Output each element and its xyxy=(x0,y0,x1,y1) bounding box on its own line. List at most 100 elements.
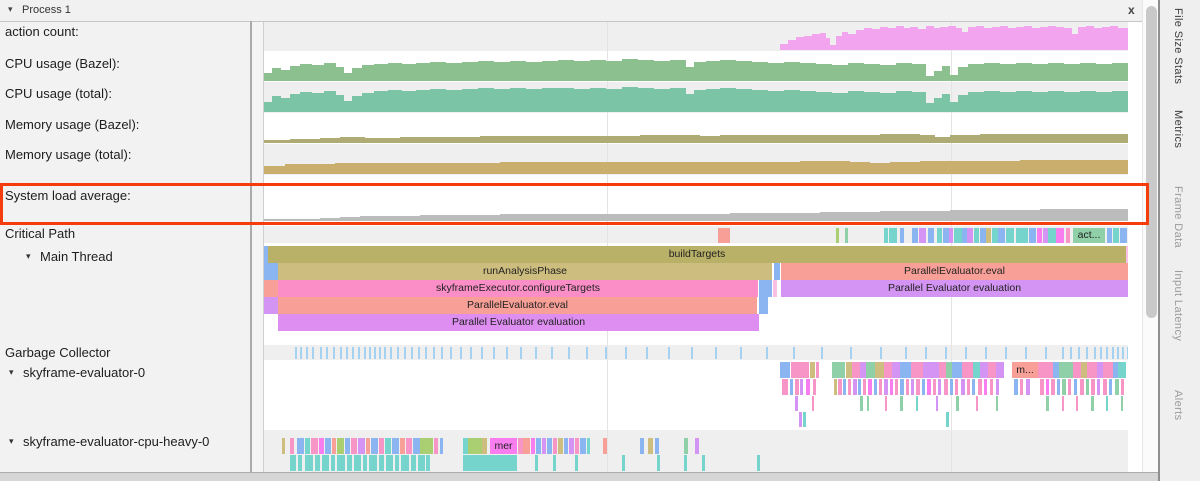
skyframe-evaluator-0-slice[interactable] xyxy=(810,362,815,378)
skyframe-evaluator-0-slice[interactable] xyxy=(1081,362,1087,378)
collapse-arrow-icon[interactable]: ▾ xyxy=(9,367,14,377)
critical-path-slice[interactable] xyxy=(967,228,973,243)
skyframe-evaluator-0-slice[interactable] xyxy=(967,379,970,395)
garbage-collector-event-tick[interactable] xyxy=(470,347,472,359)
skyframe-evaluator-0-slice[interactable] xyxy=(1121,379,1124,395)
skyframe-evaluator-cpu-heavy-0-slice[interactable] xyxy=(702,455,705,471)
skyframe-evaluator-0-slice[interactable] xyxy=(933,379,936,395)
skyframe-evaluator-cpu-heavy-0-slice[interactable]: mer xyxy=(490,438,517,454)
skyframe-evaluator-0-slice[interactable] xyxy=(868,379,872,395)
skyframe-evaluator-cpu-heavy-0-slice[interactable] xyxy=(315,455,320,471)
garbage-collector-event-tick[interactable] xyxy=(1127,347,1128,359)
skyframe-evaluator-cpu-heavy-0-slice[interactable] xyxy=(558,438,563,454)
tab-frame-data[interactable]: Frame Data xyxy=(1172,186,1184,249)
skyframe-evaluator-0-slice[interactable] xyxy=(1057,379,1060,395)
skyframe-evaluator-0-slice[interactable] xyxy=(944,379,948,395)
garbage-collector-event-tick[interactable] xyxy=(379,347,381,359)
skyframe-evaluator-cpu-heavy-0-slice[interactable] xyxy=(695,438,699,454)
critical-path-slice[interactable] xyxy=(1056,228,1064,243)
main-thread-slice[interactable]: skyframeExecutor.configureTargets xyxy=(278,280,758,297)
skyframe-evaluator-0-slice[interactable] xyxy=(1062,379,1066,395)
skyframe-evaluator-cpu-heavy-0-slice[interactable] xyxy=(684,438,688,454)
skyframe-evaluator-0-slice[interactable] xyxy=(890,379,893,395)
process-collapse-icon[interactable]: ▾ xyxy=(8,4,13,14)
skyframe-evaluator-cpu-heavy-0-slice[interactable] xyxy=(622,455,625,471)
garbage-collector-event-tick[interactable] xyxy=(333,347,335,359)
garbage-collector-event-tick[interactable] xyxy=(945,347,947,359)
label-chart-divider[interactable] xyxy=(250,21,252,472)
critical-path-slice[interactable] xyxy=(998,228,1005,243)
skyframe-evaluator-0-slice[interactable] xyxy=(892,362,900,378)
skyframe-evaluator-cpu-heavy-0-slice[interactable] xyxy=(395,455,399,471)
skyframe-evaluator-cpu-heavy-0-slice[interactable] xyxy=(325,438,331,454)
main-thread-slice[interactable]: buildTargets xyxy=(268,246,1126,263)
skyframe-evaluator-0-slice[interactable] xyxy=(906,379,909,395)
skyframe-evaluator-0-slice[interactable] xyxy=(978,379,982,395)
skyframe-evaluator-cpu-heavy-0-slice[interactable] xyxy=(337,438,344,454)
skyframe-evaluator-0-slice[interactable] xyxy=(984,379,987,395)
skyframe-evaluator-cpu-heavy-0-slice[interactable] xyxy=(345,438,350,454)
skyframe-evaluator-cpu-heavy-0-slice[interactable] xyxy=(305,438,310,454)
skyframe-evaluator-cpu-heavy-0-slice[interactable] xyxy=(371,438,378,454)
garbage-collector-event-tick[interactable] xyxy=(551,347,553,359)
skyframe-evaluator-0-slice[interactable] xyxy=(780,362,790,378)
garbage-collector-event-tick[interactable] xyxy=(1078,347,1080,359)
skyframe-evaluator-cpu-heavy-0-slice[interactable] xyxy=(564,438,568,454)
skyframe-evaluator-0-slice[interactable] xyxy=(795,379,799,395)
skyframe-evaluator-0-slice[interactable] xyxy=(1080,379,1084,395)
collapse-arrow-icon[interactable]: ▾ xyxy=(26,251,31,261)
vertical-scrollbar[interactable] xyxy=(1142,0,1158,472)
tab-metrics[interactable]: Metrics xyxy=(1172,110,1184,149)
skyframe-evaluator-0-slice[interactable] xyxy=(1091,396,1094,411)
skyframe-evaluator-0-slice[interactable] xyxy=(1046,379,1049,395)
skyframe-evaluator-cpu-heavy-0-slice[interactable] xyxy=(657,455,660,471)
skyframe-evaluator-0-slice[interactable] xyxy=(900,362,911,378)
critical-path-slice[interactable] xyxy=(900,228,904,243)
skyframe-evaluator-0-slice[interactable] xyxy=(950,379,953,395)
garbage-collector-event-tick[interactable] xyxy=(1070,347,1072,359)
garbage-collector-event-tick[interactable] xyxy=(320,347,322,359)
skyframe-evaluator-0-slice[interactable] xyxy=(791,362,809,378)
skyframe-evaluator-0-slice[interactable] xyxy=(916,396,918,411)
garbage-collector-event-tick[interactable] xyxy=(1025,347,1027,359)
garbage-collector-event-tick[interactable] xyxy=(535,347,537,359)
skyframe-evaluator-0-slice[interactable] xyxy=(813,379,816,395)
counter-chart-system-load-average[interactable] xyxy=(263,181,1128,221)
skyframe-evaluator-cpu-heavy-0-slice[interactable] xyxy=(297,438,304,454)
skyframe-evaluator-0-slice[interactable] xyxy=(1113,362,1118,378)
skyframe-evaluator-0-slice[interactable] xyxy=(803,412,806,427)
skyframe-evaluator-0-slice[interactable] xyxy=(1109,379,1112,395)
main-thread-slice[interactable]: Parallel Evaluator evaluation xyxy=(781,280,1128,297)
skyframe-evaluator-0-slice[interactable] xyxy=(874,379,877,395)
garbage-collector-event-tick[interactable] xyxy=(625,347,627,359)
skyframe-evaluator-cpu-heavy-0-slice[interactable] xyxy=(379,455,384,471)
garbage-collector-event-tick[interactable] xyxy=(384,347,386,359)
skyframe-evaluator-cpu-heavy-0-slice[interactable] xyxy=(311,438,318,454)
skyframe-evaluator-cpu-heavy-0-slice[interactable] xyxy=(319,438,324,454)
skyframe-evaluator-cpu-heavy-0-slice[interactable] xyxy=(322,455,329,471)
skyframe-evaluator-0-slice[interactable] xyxy=(1053,362,1059,378)
skyframe-evaluator-cpu-heavy-0-slice[interactable] xyxy=(337,455,345,471)
garbage-collector-event-tick[interactable] xyxy=(390,347,392,359)
skyframe-evaluator-cpu-heavy-0-slice[interactable] xyxy=(351,438,357,454)
skyframe-evaluator-cpu-heavy-0-slice[interactable] xyxy=(305,455,313,471)
counter-chart-memory-usage-bazel-[interactable] xyxy=(263,113,1128,143)
garbage-collector-event-tick[interactable] xyxy=(586,347,588,359)
main-thread-slice[interactable] xyxy=(759,280,772,297)
skyframe-evaluator-0-slice[interactable] xyxy=(923,362,939,378)
counter-chart-action-count[interactable] xyxy=(263,22,1128,50)
garbage-collector-event-tick[interactable] xyxy=(425,347,427,359)
main-thread-slice[interactable]: runAnalysisPhase xyxy=(278,263,772,280)
garbage-collector-event-tick[interactable] xyxy=(364,347,366,359)
skyframe-evaluator-cpu-heavy-0-slice[interactable] xyxy=(413,438,420,454)
skyframe-evaluator-0-slice[interactable] xyxy=(863,379,866,395)
garbage-collector-event-tick[interactable] xyxy=(340,347,342,359)
skyframe-evaluator-0-slice[interactable] xyxy=(962,362,973,378)
skyframe-evaluator-0-slice[interactable] xyxy=(956,396,959,411)
critical-path-slice[interactable] xyxy=(919,228,926,243)
garbage-collector-event-tick[interactable] xyxy=(793,347,795,359)
garbage-collector-event-tick[interactable] xyxy=(411,347,413,359)
critical-path-slice[interactable] xyxy=(912,228,918,243)
skyframe-evaluator-cpu-heavy-0-slice[interactable] xyxy=(440,438,443,454)
critical-path-slice[interactable] xyxy=(1037,228,1042,243)
